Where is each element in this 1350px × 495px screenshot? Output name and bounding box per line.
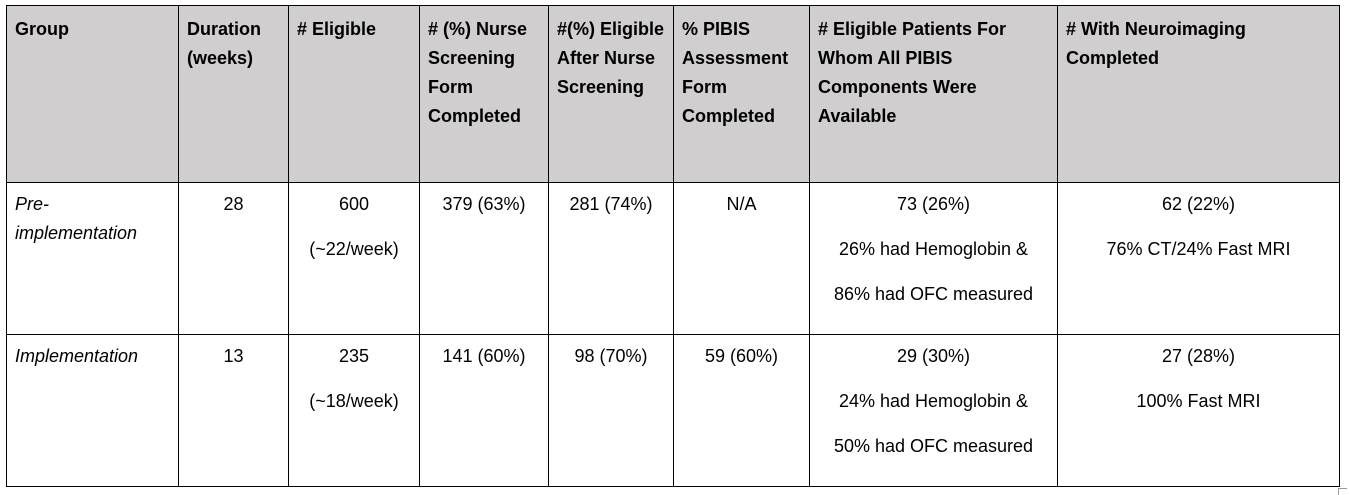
neuroimaging-count: 62 (22%) xyxy=(1161,194,1236,214)
results-table: Group Duration (weeks) # Eligible # (%) … xyxy=(6,5,1340,487)
header-neuroimaging: # With Neuroimaging Completed xyxy=(1057,5,1340,183)
table-header: Group Duration (weeks) # Eligible # (%) … xyxy=(6,5,1340,183)
pibis-ofc-note: 50% had OFC measured xyxy=(833,436,1034,456)
pibis-hemoglobin-note: 24% had Hemoglobin & xyxy=(838,391,1029,411)
header-pibis-all-components: # Eligible Patients For Whom All PIBIS C… xyxy=(809,5,1058,183)
pibis-ofc-note: 86% had OFC measured xyxy=(833,284,1034,304)
cell-pibis-form: N/A xyxy=(673,182,810,335)
neuroimaging-detail: 100% Fast MRI xyxy=(1136,391,1261,411)
neuroimaging-count: 27 (28%) xyxy=(1161,346,1236,366)
cell-duration: 13 xyxy=(178,334,289,487)
cell-group: Implementation xyxy=(6,334,179,487)
header-nurse-screening: # (%) Nurse Screening Form Completed xyxy=(419,5,549,183)
table-row: Implementation 13 235 (~18/week) 141 (60… xyxy=(6,334,1340,487)
cell-eligible: 235 (~18/week) xyxy=(288,334,420,487)
eligible-count: 235 xyxy=(338,346,370,366)
cell-eligible-after-screening: 98 (70%) xyxy=(548,334,674,487)
cell-neuroimaging: 62 (22%) 76% CT/24% Fast MRI xyxy=(1057,182,1340,335)
cell-group: Pre-implementation xyxy=(6,182,179,335)
eligible-count: 600 xyxy=(338,194,370,214)
cell-nurse-screening: 141 (60%) xyxy=(419,334,549,487)
cell-eligible: 600 (~22/week) xyxy=(288,182,420,335)
header-row: Group Duration (weeks) # Eligible # (%) … xyxy=(6,5,1340,183)
pibis-all-count: 29 (30%) xyxy=(896,346,971,366)
pibis-hemoglobin-note: 26% had Hemoglobin & xyxy=(838,239,1029,259)
pibis-all-count: 73 (26%) xyxy=(896,194,971,214)
cell-neuroimaging: 27 (28%) 100% Fast MRI xyxy=(1057,334,1340,487)
cell-eligible-after-screening: 281 (74%) xyxy=(548,182,674,335)
cell-duration: 28 xyxy=(178,182,289,335)
eligible-rate: (~18/week) xyxy=(309,391,399,411)
header-duration: Duration (weeks) xyxy=(178,5,289,183)
cell-pibis-form: 59 (60%) xyxy=(673,334,810,487)
neuroimaging-detail: 76% CT/24% Fast MRI xyxy=(1106,239,1291,259)
header-pibis-form: % PIBIS Assessment Form Completed xyxy=(673,5,810,183)
table-row: Pre-implementation 28 600 (~22/week) 379… xyxy=(6,182,1340,335)
cell-nurse-screening: 379 (63%) xyxy=(419,182,549,335)
cell-pibis-all-components: 73 (26%) 26% had Hemoglobin & 86% had OF… xyxy=(809,182,1058,335)
table-resize-handle xyxy=(1338,488,1347,495)
header-group: Group xyxy=(6,5,179,183)
cell-pibis-all-components: 29 (30%) 24% had Hemoglobin & 50% had OF… xyxy=(809,334,1058,487)
table-body: Pre-implementation 28 600 (~22/week) 379… xyxy=(6,182,1340,487)
header-eligible-after-screening: #(%) Eligible After Nurse Screening xyxy=(548,5,674,183)
header-eligible: # Eligible xyxy=(288,5,420,183)
eligible-rate: (~22/week) xyxy=(309,239,399,259)
